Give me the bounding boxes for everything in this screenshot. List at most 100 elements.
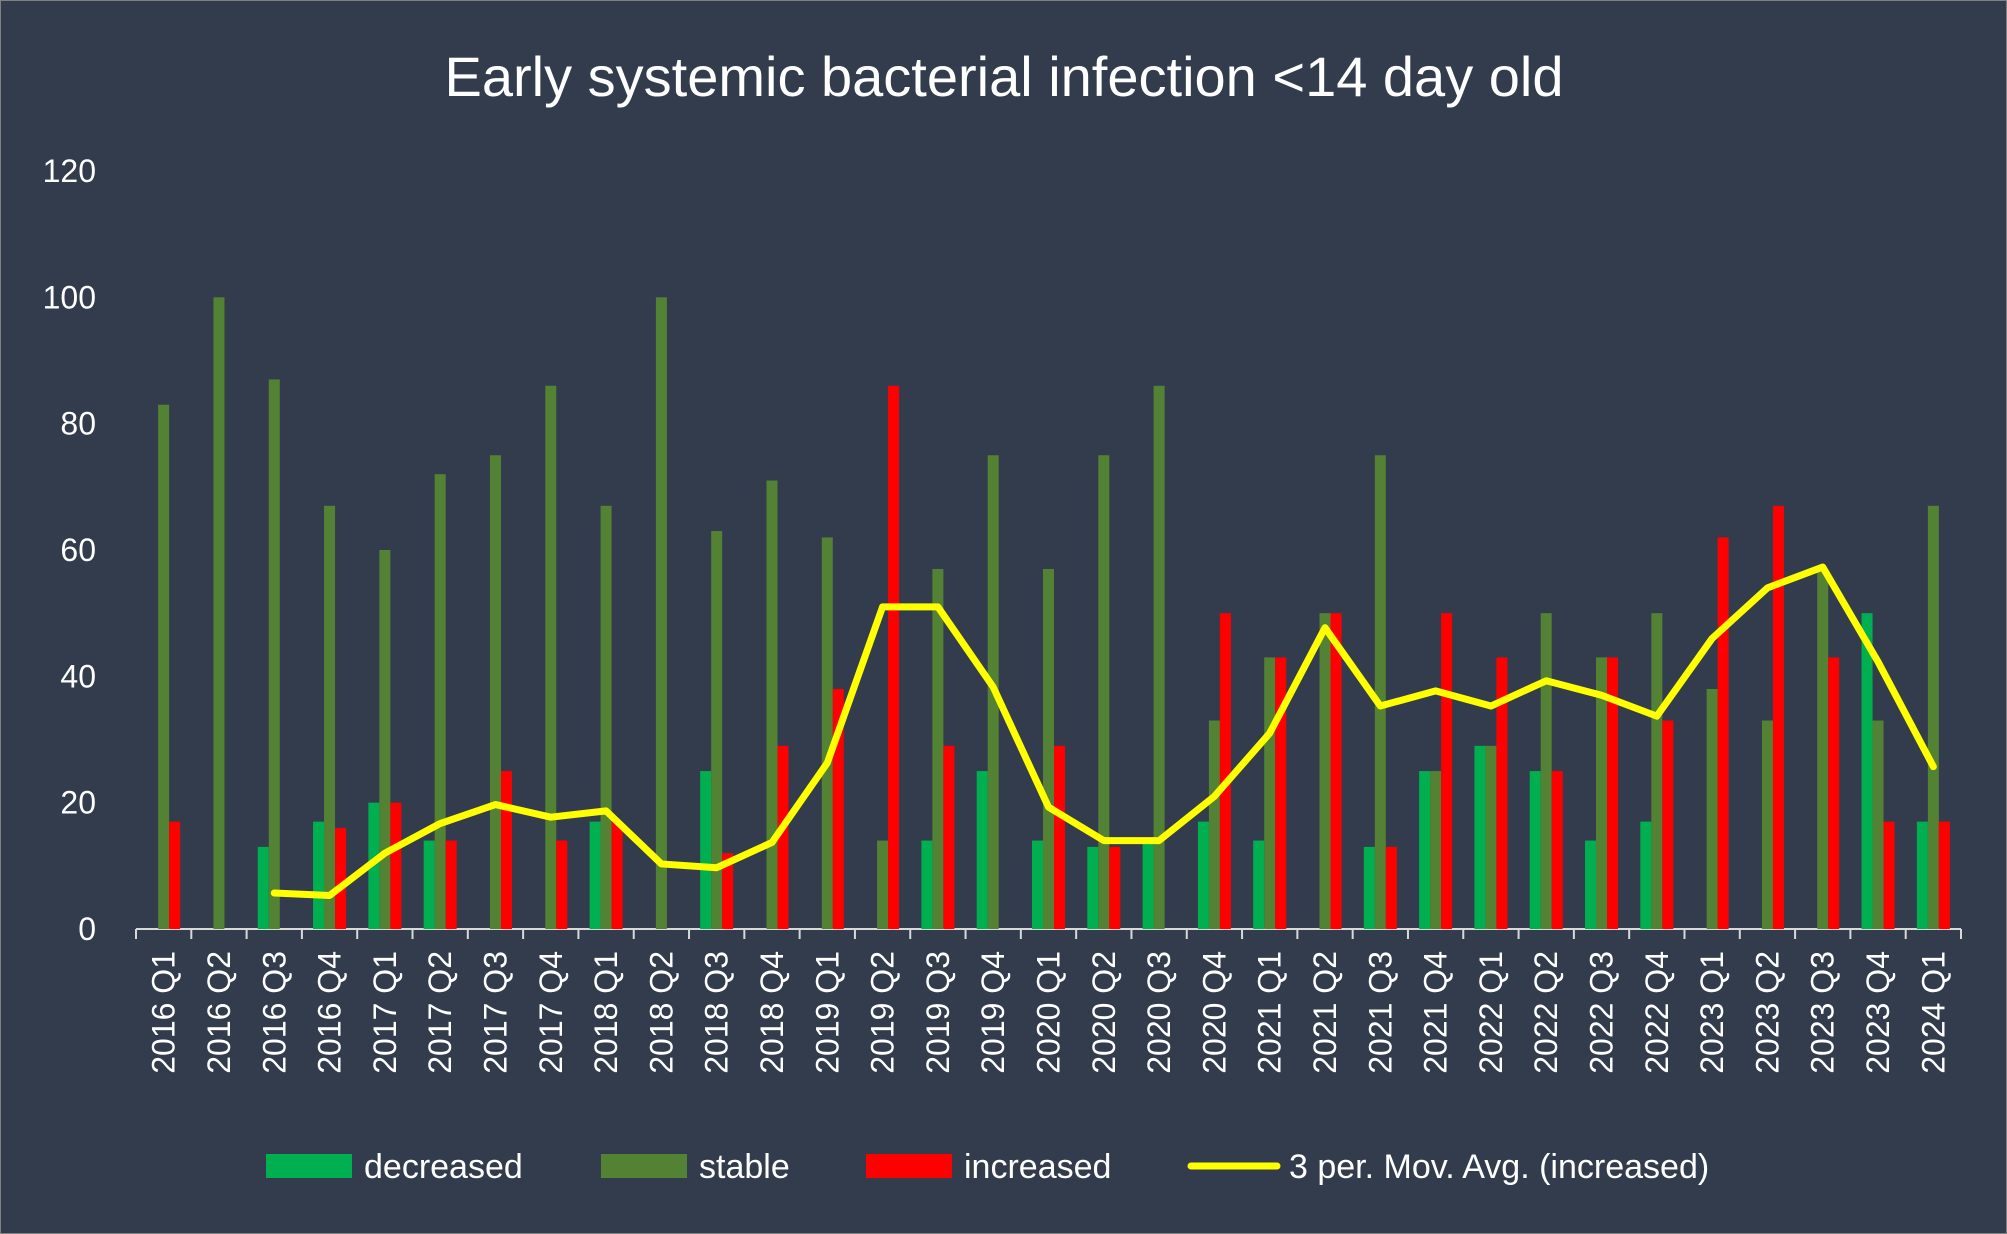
bar-increased-31	[1883, 821, 1895, 929]
legend-swatch-2	[866, 1154, 952, 1178]
bar-stable-23	[1430, 771, 1442, 929]
bar-decreased-19	[1197, 821, 1209, 929]
bar-increased-21	[1330, 613, 1342, 929]
bar-stable-19	[1208, 720, 1220, 929]
x-tick-label-21: 2021 Q2	[1307, 951, 1343, 1074]
bar-increased-7	[556, 840, 568, 929]
bar-stable-3	[324, 505, 336, 929]
x-tick-label-24: 2022 Q1	[1473, 951, 1509, 1074]
bar-increased-0	[169, 821, 181, 929]
bar-stable-12	[821, 537, 833, 929]
bar-stable-27	[1651, 613, 1663, 929]
bar-stable-9	[655, 297, 667, 929]
y-tick-label-4: 80	[60, 406, 96, 442]
bar-decreased-22	[1363, 846, 1375, 929]
bar-decreased-16	[1032, 840, 1043, 929]
bar-stable-8	[600, 505, 612, 929]
bar-increased-16	[1054, 745, 1065, 929]
bar-stable-22	[1374, 455, 1386, 929]
x-tick-label-0: 2016 Q1	[146, 951, 182, 1074]
x-tick-label-22: 2021 Q3	[1362, 951, 1398, 1074]
x-tick-label-12: 2019 Q1	[809, 951, 845, 1074]
bar-stable-29	[1761, 720, 1773, 929]
bar-increased-4	[390, 802, 402, 929]
x-tick-label-10: 2018 Q3	[699, 951, 735, 1074]
bar-stable-25	[1540, 613, 1552, 929]
bar-stable-14	[932, 568, 944, 929]
bar-stable-28	[1706, 688, 1718, 929]
y-axis: 0 20 40 60 80 100 120	[43, 153, 96, 947]
bar-decreased-27	[1640, 821, 1652, 929]
bar-decreased-5	[423, 840, 435, 929]
x-tick-label-30: 2023 Q3	[1805, 951, 1841, 1074]
x-tick-label-15: 2019 Q4	[975, 951, 1011, 1074]
bar-stable-4	[379, 550, 391, 929]
bar-increased-10	[722, 853, 734, 929]
bar-increased-22	[1385, 846, 1397, 929]
x-tick-label-4: 2017 Q1	[367, 951, 403, 1074]
legend-swatch-0	[266, 1154, 352, 1178]
x-tick-label-25: 2022 Q2	[1528, 951, 1564, 1074]
x-tick-label-18: 2020 Q3	[1141, 951, 1177, 1074]
bar-increased-20	[1275, 657, 1287, 929]
bars	[158, 297, 1950, 929]
bar-stable-0	[158, 404, 170, 929]
bar-decreased-8	[589, 821, 601, 929]
legend-label-3: 3 per. Mov. Avg. (increased)	[1289, 1148, 1709, 1186]
bar-stable-11	[766, 480, 778, 929]
bar-increased-32	[1938, 821, 1950, 929]
bar-stable-32	[1927, 505, 1939, 929]
x-tick-label-14: 2019 Q3	[920, 951, 956, 1074]
bar-increased-23	[1441, 613, 1453, 929]
bar-stable-20	[1264, 657, 1276, 929]
bar-stable-1	[213, 297, 225, 929]
bar-decreased-25	[1529, 771, 1541, 929]
bar-increased-25	[1551, 771, 1563, 929]
bar-increased-17	[1109, 846, 1121, 929]
bar-increased-14	[943, 745, 955, 929]
bar-increased-3	[335, 827, 347, 929]
bar-decreased-17	[1087, 846, 1099, 929]
legend-label-2: increased	[964, 1148, 1111, 1186]
bar-stable-21	[1319, 613, 1331, 929]
bar-stable-2	[268, 379, 280, 929]
x-tick-label-27: 2022 Q4	[1639, 951, 1675, 1074]
bar-decreased-18	[1142, 840, 1154, 929]
series-line-moving-average	[270, 563, 1937, 900]
x-tick-label-11: 2018 Q4	[754, 951, 790, 1074]
x-tick-label-5: 2017 Q2	[422, 951, 458, 1074]
bar-stable-10	[711, 531, 723, 929]
bar-stable-5	[434, 474, 446, 929]
x-tick-label-13: 2019 Q2	[865, 951, 901, 1074]
bar-stable-13	[877, 840, 889, 929]
bar-decreased-2	[257, 846, 269, 929]
x-axis: 2016 Q1 2016 Q2 2016 Q3 2016 Q4 2017 Q1 2017 …	[135, 928, 1962, 1074]
bar-increased-19	[1219, 613, 1231, 929]
x-tick-label-26: 2022 Q3	[1584, 951, 1620, 1074]
y-tick-label-1: 20	[60, 785, 96, 821]
legend-label-0: decreased	[364, 1148, 523, 1186]
bar-decreased-32	[1916, 821, 1928, 929]
x-tick-label-7: 2017 Q4	[533, 951, 569, 1074]
bar-stable-17	[1098, 455, 1110, 929]
y-tick-label-5: 100	[43, 279, 96, 315]
bar-decreased-3	[313, 821, 325, 929]
x-tick-label-16: 2020 Q1	[1031, 951, 1067, 1074]
bar-stable-6	[489, 455, 501, 929]
x-tick-label-8: 2018 Q1	[588, 951, 624, 1074]
bar-decreased-31	[1861, 613, 1873, 929]
bar-stable-26	[1596, 657, 1608, 929]
x-tick-label-19: 2020 Q4	[1196, 951, 1232, 1074]
x-tick-label-20: 2021 Q1	[1252, 951, 1288, 1074]
bar-stable-16	[1043, 568, 1054, 929]
x-tick-label-3: 2016 Q4	[312, 951, 348, 1074]
bar-increased-8	[611, 821, 623, 929]
bar-increased-6	[500, 771, 512, 929]
y-tick-label-6: 120	[43, 153, 96, 189]
y-tick-label-3: 60	[60, 532, 96, 568]
y-tick-label-0: 0	[78, 911, 96, 947]
x-tick-label-23: 2021 Q4	[1418, 951, 1454, 1074]
x-tick-label-31: 2023 Q4	[1860, 951, 1896, 1074]
